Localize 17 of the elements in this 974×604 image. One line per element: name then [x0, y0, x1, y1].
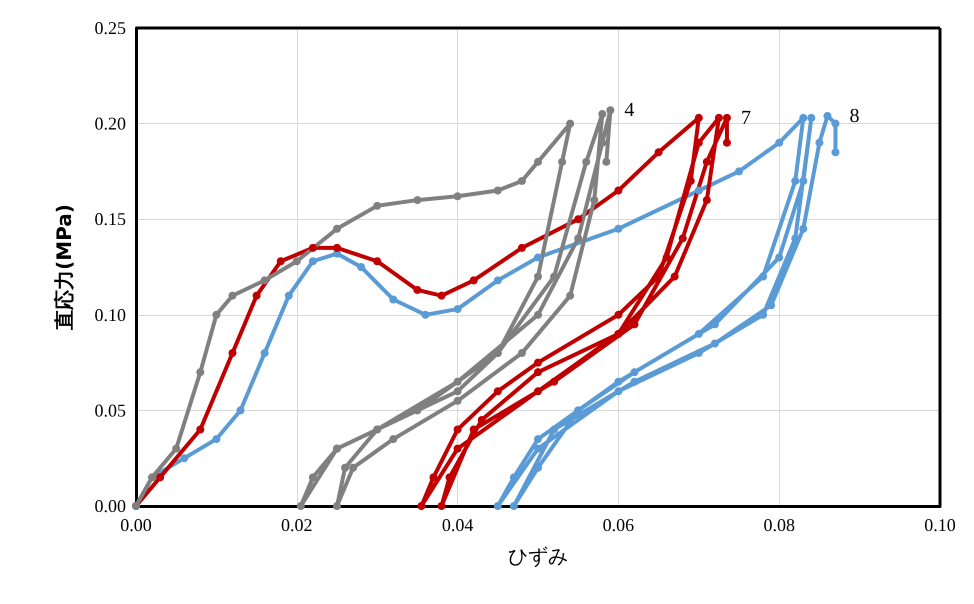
x-axis-title: ひずみ: [508, 544, 568, 568]
x-tick-label: 0.04: [442, 515, 474, 535]
y-tick-label: 0.00: [94, 496, 126, 516]
x-tick-label: 0.10: [924, 515, 956, 535]
y-tick-label: 0.25: [94, 18, 126, 38]
annotation: 8: [849, 104, 860, 127]
x-tick-label: 0.02: [281, 515, 313, 535]
y-tick-label: 0.20: [94, 114, 126, 134]
x-tick-label: 0.08: [763, 515, 795, 535]
x-tick-label: 0.00: [120, 515, 152, 535]
y-tick-label: 0.15: [94, 209, 126, 230]
y-axis-title: 直応力(MPa): [52, 204, 76, 331]
y-tick-label: 0.10: [94, 304, 126, 325]
annotation: 4: [624, 99, 634, 122]
annotation: 7: [740, 106, 751, 129]
y-tick-label: 0.05: [94, 400, 126, 420]
x-tick-label: 0.06: [602, 515, 634, 535]
